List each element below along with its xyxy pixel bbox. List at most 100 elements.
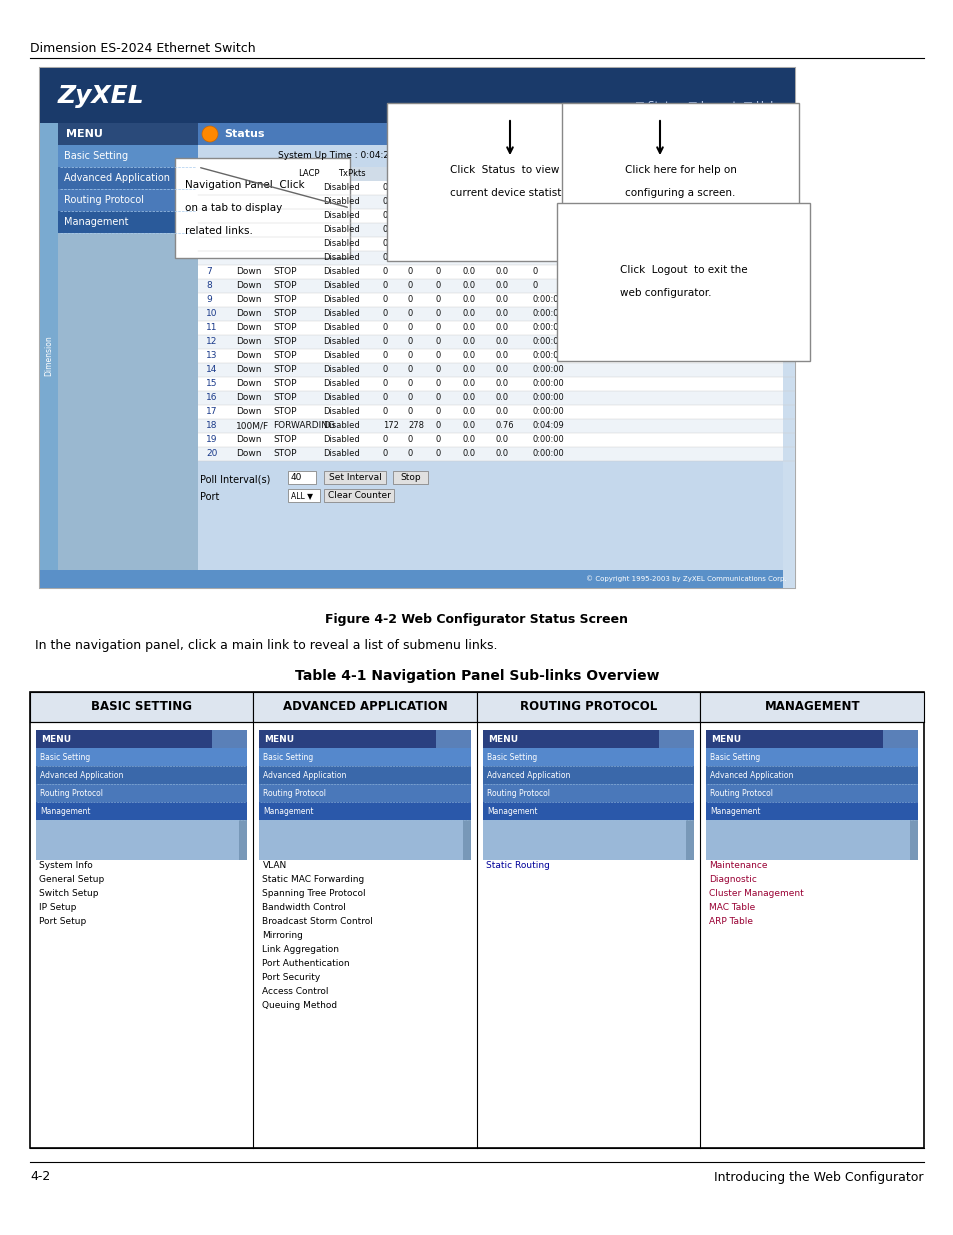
Text: 0.0: 0.0 [496, 379, 509, 389]
Text: Disabled: Disabled [323, 198, 359, 206]
Text: 0.0: 0.0 [496, 282, 509, 290]
Bar [462, 820, 471, 860]
Text: 0: 0 [382, 379, 388, 389]
Text: 4-2: 4-2 [30, 1171, 51, 1183]
Text: STOP: STOP [273, 337, 296, 347]
Text: 0.0: 0.0 [462, 394, 476, 403]
Bar [198, 209, 794, 224]
Text: MENU: MENU [41, 735, 71, 743]
Text: 0: 0 [436, 226, 441, 235]
Bar [259, 766, 471, 784]
Text: 0.0: 0.0 [462, 226, 476, 235]
Circle shape [202, 126, 218, 142]
Text: STOP: STOP [273, 408, 296, 416]
Text: 0: 0 [436, 450, 441, 458]
Bar [482, 730, 694, 748]
Text: 0:00:00: 0:00:00 [533, 379, 564, 389]
Text: 0: 0 [436, 436, 441, 445]
Text: 8: 8 [206, 282, 212, 290]
Text: 0: 0 [436, 379, 441, 389]
Text: VLAN: VLAN [262, 861, 287, 869]
Text: Advanced Application: Advanced Application [263, 771, 347, 779]
Text: STOP: STOP [273, 352, 296, 361]
Text: ■ Status  ■ Logout  ■ Help: ■ Status ■ Logout ■ Help [635, 101, 780, 111]
Text: 0 00:00: 0 00:00 [533, 226, 564, 235]
Bar [198, 335, 794, 350]
Text: Figure 4-2 Web Configurator Status Screen: Figure 4-2 Web Configurator Status Scree… [325, 614, 628, 626]
Text: 0.0: 0.0 [462, 310, 476, 319]
Text: IP Setup: IP Setup [39, 903, 76, 911]
Bar [706, 784, 917, 802]
Text: Access Control: Access Control [262, 987, 329, 995]
Text: 0: 0 [436, 324, 441, 332]
Bar [40, 571, 794, 588]
Bar [58, 189, 198, 211]
Text: 40: 40 [291, 473, 302, 483]
Text: 0: 0 [408, 366, 413, 374]
Text: Routing Protocol: Routing Protocol [263, 788, 326, 798]
Text: Disabled: Disabled [323, 295, 359, 305]
Bar [198, 321, 794, 335]
Text: 0: 0 [436, 295, 441, 305]
Bar [198, 308, 794, 321]
Text: 0: 0 [382, 295, 388, 305]
Text: ZyXEL: ZyXEL [58, 84, 145, 107]
Text: 16: 16 [206, 394, 217, 403]
Text: 0: 0 [408, 324, 413, 332]
Text: FORWARDING: FORWARDING [273, 421, 335, 431]
Text: Port Setup: Port Setup [39, 916, 86, 925]
Text: MENU: MENU [66, 128, 103, 140]
Text: 0.0: 0.0 [496, 436, 509, 445]
Text: STOP: STOP [273, 268, 296, 277]
Text: 9: 9 [206, 295, 212, 305]
Text: Routing Protocol: Routing Protocol [40, 788, 103, 798]
Text: MENU: MENU [488, 735, 517, 743]
Text: 0: 0 [408, 337, 413, 347]
Bar [198, 251, 794, 266]
Text: 0:00:00: 0:00:00 [533, 436, 564, 445]
Bar [36, 730, 247, 860]
Text: 0: 0 [382, 366, 388, 374]
Bar [198, 391, 794, 405]
Text: Down: Down [235, 379, 261, 389]
Text: Advanced Application: Advanced Application [710, 771, 793, 779]
Text: STOP: STOP [273, 436, 296, 445]
Text: Advanced Application: Advanced Application [40, 771, 123, 779]
Text: Disabled: Disabled [323, 240, 359, 248]
Text: Basic Setting: Basic Setting [40, 752, 91, 762]
Text: 0.0: 0.0 [496, 337, 509, 347]
Text: Routing Protocol: Routing Protocol [64, 195, 144, 205]
Bar [700, 692, 923, 722]
Text: MENU: MENU [711, 735, 740, 743]
Text: Advanced Application: Advanced Application [486, 771, 570, 779]
Text: 0.0: 0.0 [496, 240, 509, 248]
Text: 0: 0 [408, 282, 413, 290]
Text: 12: 12 [206, 337, 217, 347]
Text: STOP: STOP [273, 324, 296, 332]
Bar [58, 233, 198, 588]
Text: 0.0: 0.0 [496, 253, 509, 263]
Bar [253, 692, 476, 722]
Text: 0:00:00: 0:00:00 [533, 295, 564, 305]
Text: STOP: STOP [273, 295, 296, 305]
Text: Down: Down [235, 450, 261, 458]
Text: 0: 0 [408, 450, 413, 458]
Bar [198, 363, 794, 377]
Text: 0: 0 [382, 268, 388, 277]
Bar [706, 730, 917, 860]
Text: 0.0: 0.0 [462, 240, 476, 248]
Text: BASIC SETTING: BASIC SETTING [91, 700, 193, 714]
Text: MAC Table: MAC Table [709, 903, 755, 911]
Text: Routing Protocol: Routing Protocol [486, 788, 550, 798]
Text: Disabled: Disabled [323, 394, 359, 403]
Text: Down: Down [235, 408, 261, 416]
Text: Static Routing: Static Routing [485, 861, 549, 869]
Text: Down: Down [235, 436, 261, 445]
Text: 0: 0 [408, 268, 413, 277]
Bar [198, 293, 794, 308]
Bar [482, 784, 694, 802]
Bar [58, 124, 198, 144]
Text: 0: 0 [382, 337, 388, 347]
Text: Management: Management [263, 806, 314, 815]
Text: Advanced Application: Advanced Application [64, 173, 170, 183]
